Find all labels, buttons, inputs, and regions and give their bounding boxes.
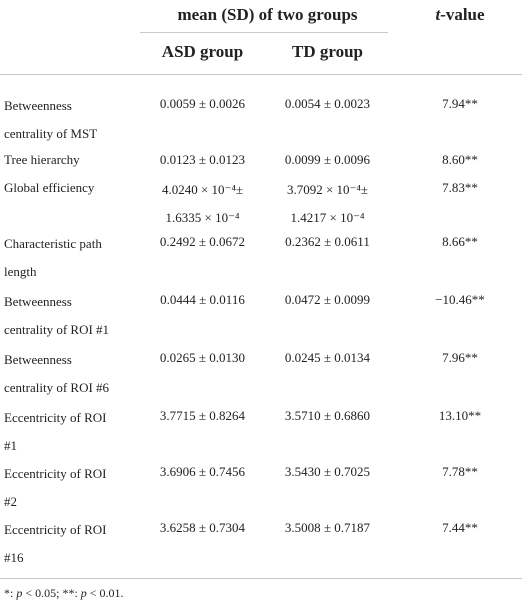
asd-value-line: 1.6335 × 10⁻⁴ <box>165 210 240 225</box>
td-value-line: 0.0472 ± 0.0099 <box>284 292 371 307</box>
row-label-line: centrality of ROI #6 <box>4 380 110 395</box>
td-value: 0.0245 ± 0.0134 <box>270 346 385 370</box>
row-label-line: centrality of ROI #1 <box>4 322 110 337</box>
asd-value-line: 0.0123 ± 0.0123 <box>159 152 246 167</box>
row-label: Global efficiency <box>4 176 134 200</box>
row-label: Betweenness centrality of ROI #6 <box>4 346 134 402</box>
asd-value-line: 3.6258 ± 0.7304 <box>159 520 246 535</box>
row-label-line: Eccentricity of ROI <box>4 466 107 481</box>
row-label: Eccentricity of ROI #2 <box>4 460 134 516</box>
row-label: Eccentricity of ROI #16 <box>4 516 134 572</box>
t-value: 7.96** <box>442 350 478 365</box>
td-value: 3.5430 ± 0.7025 <box>270 460 385 484</box>
td-value: 0.0472 ± 0.0099 <box>270 288 385 312</box>
footnote: *: p < 0.05; **: p < 0.01. <box>4 586 124 600</box>
row-label-line: length <box>4 264 37 279</box>
t-italic: t <box>435 5 441 24</box>
td-value-line: 3.7092 × 10⁻⁴± <box>286 182 369 197</box>
asd-value-line: 3.7715 ± 0.8264 <box>159 408 246 423</box>
asd-value: 3.6258 ± 0.7304 <box>145 516 260 540</box>
header-divider <box>0 74 522 75</box>
row-label-line: #2 <box>4 494 17 509</box>
asd-value-line: 3.6906 ± 0.7456 <box>159 464 246 479</box>
td-value-line: 3.5008 ± 0.7187 <box>284 520 371 535</box>
td-value: 3.5710 ± 0.6860 <box>270 404 385 428</box>
t-value: 7.78** <box>442 464 478 479</box>
td-value-line: 0.0245 ± 0.0134 <box>284 350 371 365</box>
asd-value-line: 0.2492 ± 0.0672 <box>159 234 246 249</box>
asd-value-line: 4.0240 × 10⁻⁴± <box>161 182 244 197</box>
td-value: 0.0099 ± 0.0096 <box>270 148 385 172</box>
td-value: 0.2362 ± 0.0611 <box>270 230 385 254</box>
td-value: 0.0054 ± 0.0023 <box>270 92 385 116</box>
row-label-line: #1 <box>4 438 17 453</box>
table-bottom-rule <box>0 578 522 579</box>
row-label: Characteristic path length <box>4 230 134 286</box>
row-label-line: Betweenness <box>4 352 72 367</box>
row-label-line: Characteristic path <box>4 236 102 251</box>
asd-value: 0.0265 ± 0.0130 <box>145 346 260 370</box>
row-label-line: Tree hierarchy <box>4 152 80 167</box>
row-label: Betweenness centrality of MST <box>4 92 134 148</box>
asd-group-header: ASD group <box>161 42 244 61</box>
row-label: Tree hierarchy <box>4 148 134 172</box>
asd-value-line: 0.0265 ± 0.0130 <box>159 350 246 365</box>
t-value-header: t-value <box>400 5 520 25</box>
row-label-line: Betweenness <box>4 294 72 309</box>
t-rest: -value <box>440 5 485 24</box>
row-label-line: Eccentricity of ROI <box>4 410 107 425</box>
t-value: 8.60** <box>442 152 478 167</box>
header-underline <box>140 32 388 33</box>
asd-value: 3.6906 ± 0.7456 <box>145 460 260 484</box>
td-value: 3.5008 ± 0.7187 <box>270 516 385 540</box>
td-value-line: 0.0099 ± 0.0096 <box>284 152 371 167</box>
row-label-line: centrality of MST <box>4 126 98 141</box>
td-value: 3.7092 × 10⁻⁴± 1.4217 × 10⁻⁴ <box>270 176 385 232</box>
row-label-line: Betweenness <box>4 98 72 113</box>
t-value: 7.94** <box>442 96 478 111</box>
td-value-line: 0.2362 ± 0.0611 <box>285 234 370 249</box>
td-value-line: 1.4217 × 10⁻⁴ <box>290 210 365 225</box>
td-value-line: 0.0054 ± 0.0023 <box>284 96 371 111</box>
group-header: mean (SD) of two groups <box>177 5 358 24</box>
asd-value: 0.0059 ± 0.0026 <box>145 92 260 116</box>
asd-value: 3.7715 ± 0.8264 <box>145 404 260 428</box>
row-label-line: Global efficiency <box>4 180 95 195</box>
row-label-line: Eccentricity of ROI <box>4 522 107 537</box>
asd-value-line: 0.0059 ± 0.0026 <box>159 96 246 111</box>
td-group-header: TD group <box>291 42 363 61</box>
asd-value: 0.0123 ± 0.0123 <box>145 148 260 172</box>
t-value: −10.46** <box>435 292 485 307</box>
asd-value: 4.0240 × 10⁻⁴± 1.6335 × 10⁻⁴ <box>145 176 260 232</box>
t-value: 7.44** <box>442 520 478 535</box>
t-value: 13.10** <box>438 408 482 423</box>
t-value: 8.66** <box>442 234 478 249</box>
row-label: Eccentricity of ROI #1 <box>4 404 134 460</box>
asd-value: 0.0444 ± 0.0116 <box>145 288 260 312</box>
t-value: 7.83** <box>442 180 478 195</box>
asd-value-line: 0.0444 ± 0.0116 <box>160 292 245 307</box>
row-label-line: #16 <box>4 550 24 565</box>
asd-value: 0.2492 ± 0.0672 <box>145 230 260 254</box>
td-value-line: 3.5430 ± 0.7025 <box>284 464 371 479</box>
row-label: Betweenness centrality of ROI #1 <box>4 288 134 344</box>
td-value-line: 3.5710 ± 0.6860 <box>284 408 371 423</box>
